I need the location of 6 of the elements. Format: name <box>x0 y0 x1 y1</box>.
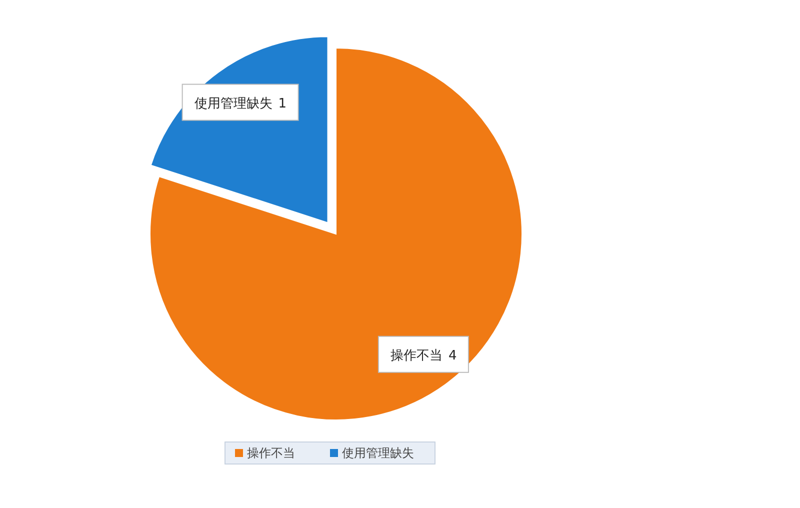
legend-label: 操作不当 <box>247 446 295 460</box>
slice-label: 操作不当 <box>390 348 442 364</box>
data-label: 4 <box>448 348 457 364</box>
legend-label: 使用管理缺失 <box>342 446 414 460</box>
slice-label: 使用管理缺失 <box>194 96 272 112</box>
data-label: 1 <box>278 96 287 112</box>
